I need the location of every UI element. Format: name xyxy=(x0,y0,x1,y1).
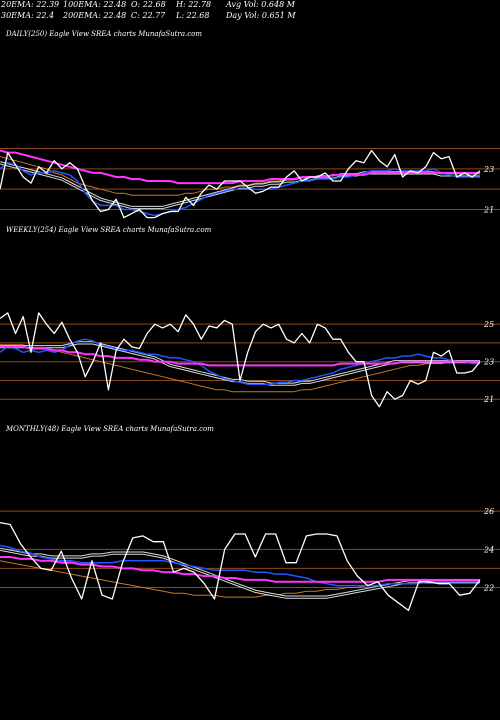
daily-y-tick-label: 23 xyxy=(483,165,494,174)
ema30-label: 30EMA: 22.4 xyxy=(1,11,55,20)
daily-price-line xyxy=(0,149,481,219)
daily-ema-200-line xyxy=(0,149,480,185)
ema20-label: 20EMA: 22.39 xyxy=(1,0,60,9)
close-label: C: 22.77 xyxy=(131,11,166,20)
monthly-ema-200-line xyxy=(0,556,480,583)
weekly-panel-label: WEEKLY(254) Eagle View SREA charts Munaf… xyxy=(6,226,212,234)
low-label: L: 22.68 xyxy=(176,11,210,20)
monthly-price-line xyxy=(0,521,481,612)
weekly-y-tick-label: 23 xyxy=(483,358,494,367)
weekly-price-line xyxy=(0,312,481,408)
avg-volume-label: Avg Vol: 0.648 M xyxy=(226,0,295,9)
ema100-label: 100EMA: 22.48 xyxy=(63,0,127,9)
weekly-ema-200-line xyxy=(0,345,480,367)
open-label: O: 22.68 xyxy=(131,0,166,9)
weekly-ema-short-line xyxy=(0,338,480,385)
day-volume-label: Day Vol: 0.651 M xyxy=(226,11,296,20)
monthly-y-tick-label: 26 xyxy=(483,507,494,516)
weekly-ema-long-line xyxy=(0,344,480,393)
daily-y-tick-label: 21 xyxy=(483,206,494,215)
daily-chart: 23 21 xyxy=(0,148,500,219)
weekly-y-tick-label: 21 xyxy=(483,395,494,404)
monthly-ema-short-line xyxy=(0,544,480,587)
daily-panel-label: DAILY(250) Eagle View SREA charts Munafa… xyxy=(6,30,202,38)
monthly-y-tick-label: 22 xyxy=(483,584,494,593)
weekly-y-tick-label: 25 xyxy=(483,320,494,329)
weekly-chart: 25 23 21 xyxy=(0,312,500,408)
monthly-ema-mid-line-inner xyxy=(0,548,480,598)
monthly-panel-label: MONTHLY(48) Eagle View SREA charts Munaf… xyxy=(6,425,214,433)
ema200-label: 200EMA: 22.48 xyxy=(63,11,127,20)
monthly-chart: 26 24 22 xyxy=(0,507,500,612)
high-label: H: 22.78 xyxy=(176,0,212,9)
monthly-y-tick-label: 24 xyxy=(483,545,494,554)
